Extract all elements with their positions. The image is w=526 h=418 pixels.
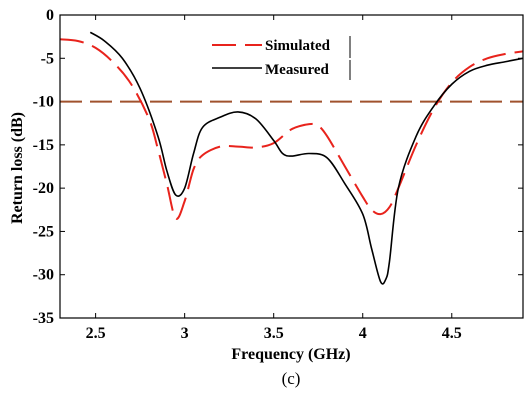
legend-label-simulated: Simulated: [265, 38, 331, 54]
x-tick-label: 3.5: [264, 325, 284, 342]
y-tick-label: 0: [46, 7, 54, 24]
plot-area: [60, 31, 523, 285]
x-tick-label: 3: [181, 325, 189, 342]
plot-frame: [59, 14, 524, 319]
x-axis-label: Frequency (GHz): [231, 346, 350, 363]
y-tick-label: -5: [41, 50, 54, 67]
x-tick-label: 4.5: [442, 325, 462, 342]
y-tick-label: -20: [33, 180, 54, 197]
y-tick-label: -25: [33, 223, 54, 240]
x-tick-label: 4: [359, 325, 367, 342]
figure-caption: (c): [282, 369, 301, 388]
series-line-measured: [89, 31, 523, 285]
y-tick-label: -15: [33, 137, 54, 154]
series-layer: [60, 31, 523, 285]
y-tick-label: -10: [33, 94, 54, 111]
y-axis-label: Return loss (dB): [9, 112, 26, 224]
y-tick-label: -35: [33, 310, 54, 327]
plot-background: [60, 15, 523, 318]
legend-label-measured: Measured: [265, 62, 330, 78]
legend: Simulated Measured: [212, 36, 351, 80]
series-line-simulated: [60, 38, 523, 220]
x-tick-label: 2.5: [86, 325, 106, 342]
axis-tick-labels: 2.5 3 3.5 4 4.5 0 -5 -10 -15 -20 -25 -30 -35: [33, 7, 462, 342]
y-tick-label: -30: [33, 267, 54, 284]
